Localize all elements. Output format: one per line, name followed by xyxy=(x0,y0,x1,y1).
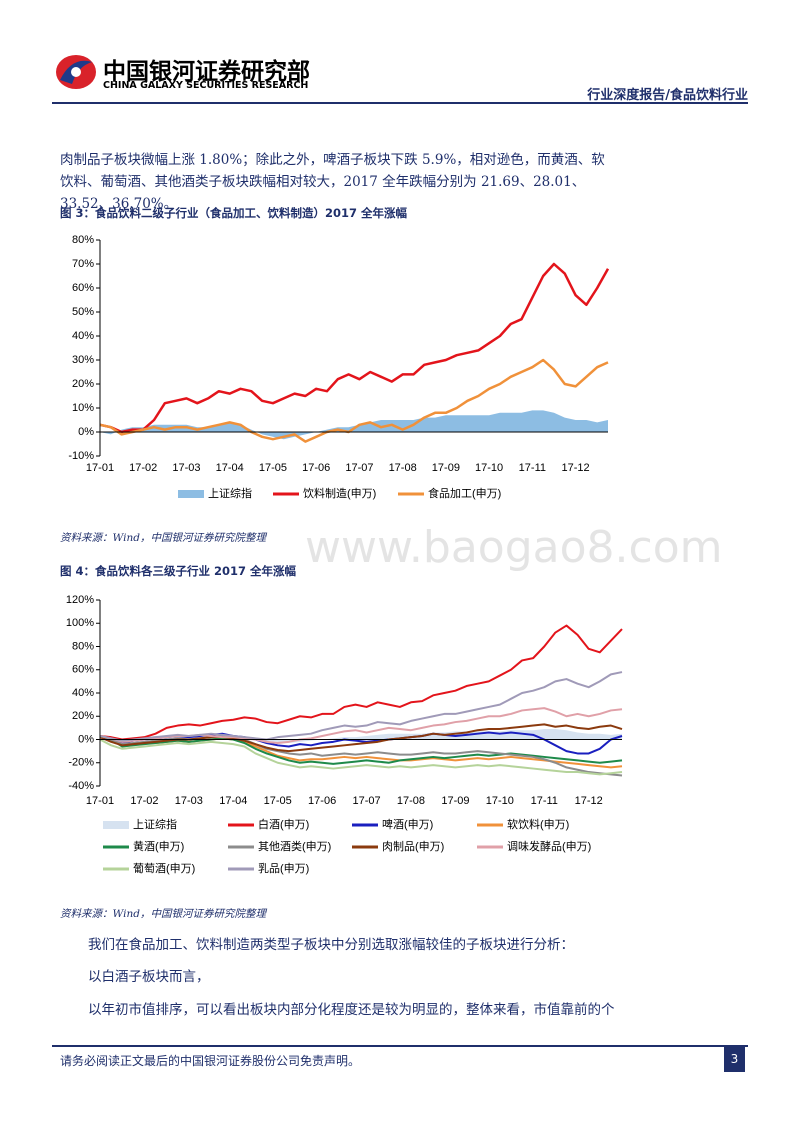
y-tick-label: 100% xyxy=(66,617,94,629)
x-tick-label: 17-03 xyxy=(175,795,203,807)
x-tick-label: 17-04 xyxy=(216,462,244,474)
x-tick-label: 17-08 xyxy=(389,462,417,474)
y-tick-label: 60% xyxy=(72,282,94,294)
x-tick-label: 17-03 xyxy=(172,462,200,474)
line xyxy=(99,738,623,776)
x-tick-label: 17-09 xyxy=(441,795,469,807)
line xyxy=(99,358,609,443)
x-tick-label: 17-06 xyxy=(302,462,330,474)
y-tick-label: 120% xyxy=(66,594,94,606)
x-tick-label: 17-09 xyxy=(432,462,460,474)
y-tick-label: 0% xyxy=(78,733,94,745)
x-tick-label: 17-12 xyxy=(575,795,603,807)
paragraph: 以白酒子板块而言， xyxy=(88,969,210,985)
y-tick-label: 50% xyxy=(72,306,94,318)
footer-rule xyxy=(52,1045,748,1047)
source: 资料来源：Wind，中国银河证券研究院整理 xyxy=(60,532,266,544)
legend-label: 调味发酵品(申万) xyxy=(507,839,591,853)
legend-label: 乳品(申万) xyxy=(258,862,309,875)
header-rule xyxy=(52,102,748,104)
line xyxy=(99,671,623,742)
legend-label: 黄酒(申万) xyxy=(133,839,184,853)
x-tick-label: 17-12 xyxy=(562,462,590,474)
source: 资料来源：Wind，中国银河证券研究院整理 xyxy=(60,908,266,920)
y-tick-label: 20% xyxy=(72,710,94,722)
x-tick-label: 17-01 xyxy=(86,462,114,474)
x-tick-label: 17-05 xyxy=(259,462,287,474)
legend-label: 上证综指 xyxy=(208,486,252,500)
y-tick-label: 0% xyxy=(78,426,94,438)
legend-label: 饮料制造(申万) xyxy=(303,486,376,500)
legend-label: 其他酒类(申万) xyxy=(258,839,331,853)
chart: -10% 0% 10% 20% 30% 40% 50% 60% 70% 80% 17-01 17-02… xyxy=(68,234,610,500)
company-name: 中国银河证券研究部 xyxy=(103,59,310,85)
x-tick-label: 17-10 xyxy=(475,462,503,474)
area xyxy=(100,410,608,440)
x-tick-label: 17-02 xyxy=(129,462,157,474)
company-name-en: CHINA GALAXY SECURITIES RESEARCH xyxy=(103,80,309,91)
y-tick-label: 80% xyxy=(72,234,94,246)
paragraph: 以年初市值排序，可以看出板块内部分化程度还是较为明显的，整体来看，市值靠前的个 xyxy=(88,1002,615,1018)
report-type: 行业深度报告/食品饮料行业 xyxy=(587,88,748,103)
disclaimer: 请务必阅读正文最后的中国银河证券股份公司免责声明。 xyxy=(60,1054,361,1068)
legend-label: 软饮料(申万) xyxy=(507,817,569,831)
x-tick-label: 17-01 xyxy=(86,795,114,807)
chart: -40% -20% 0% 20% 40% 60% 80% 100% 120% 17-01 17-02… xyxy=(66,594,623,875)
y-tick-label: -40% xyxy=(68,780,94,792)
y-tick-label: 10% xyxy=(72,402,94,414)
y-tick-label: -20% xyxy=(68,757,94,769)
legend-label: 啤酒(申万) xyxy=(382,817,433,831)
page-number: 3 xyxy=(724,1047,745,1072)
watermark: www.baogao8.com xyxy=(305,522,723,573)
y-tick-label: 40% xyxy=(72,687,94,699)
y-tick-label: 70% xyxy=(72,258,94,270)
x-tick-label: 17-10 xyxy=(486,795,514,807)
legend-label: 食品加工(申万) xyxy=(428,486,501,500)
x-tick-label: 17-11 xyxy=(519,462,546,474)
x-tick-label: 17-07 xyxy=(352,795,380,807)
x-tick-label: 17-07 xyxy=(345,462,373,474)
y-tick-label: 80% xyxy=(72,640,94,652)
figure-title: 图 4：食品饮料各三级子行业 2017 全年涨幅 xyxy=(60,564,297,578)
x-tick-label: 17-06 xyxy=(308,795,336,807)
x-tick-label: 17-02 xyxy=(130,795,158,807)
x-tick-label: 17-05 xyxy=(264,795,292,807)
paragraph: 我们在食品加工、饮料制造两类型子板块中分别选取涨幅较佳的子板块进行分析： xyxy=(88,937,574,953)
legend-swatch xyxy=(103,821,129,829)
y-tick-label: 60% xyxy=(72,664,94,676)
x-tick-label: 17-08 xyxy=(397,795,425,807)
logo xyxy=(56,55,96,89)
legend-label: 葡萄酒(申万) xyxy=(133,862,195,875)
line xyxy=(99,624,623,741)
legend-label: 白酒(申万) xyxy=(258,817,309,831)
x-tick-label: 17-04 xyxy=(219,795,247,807)
y-tick-label: 40% xyxy=(72,330,94,342)
y-tick-label: 30% xyxy=(72,354,94,366)
y-tick-label: -10% xyxy=(68,450,94,462)
paragraph: 肉制品子板块微幅上涨 1.80%；除此之外，啤酒子板块下跌 5.9%，相对逊色，… xyxy=(60,152,605,212)
y-tick-label: 20% xyxy=(72,378,94,390)
x-tick-label: 17-11 xyxy=(531,795,558,807)
line xyxy=(99,736,623,765)
legend-label: 肉制品(申万) xyxy=(382,840,444,853)
legend-swatch xyxy=(178,490,204,498)
figure-title: 图 3：食品饮料二级子行业（食品加工、饮料制造）2017 全年涨幅 xyxy=(60,206,408,220)
legend-label: 上证综指 xyxy=(133,817,177,831)
line xyxy=(99,262,610,434)
